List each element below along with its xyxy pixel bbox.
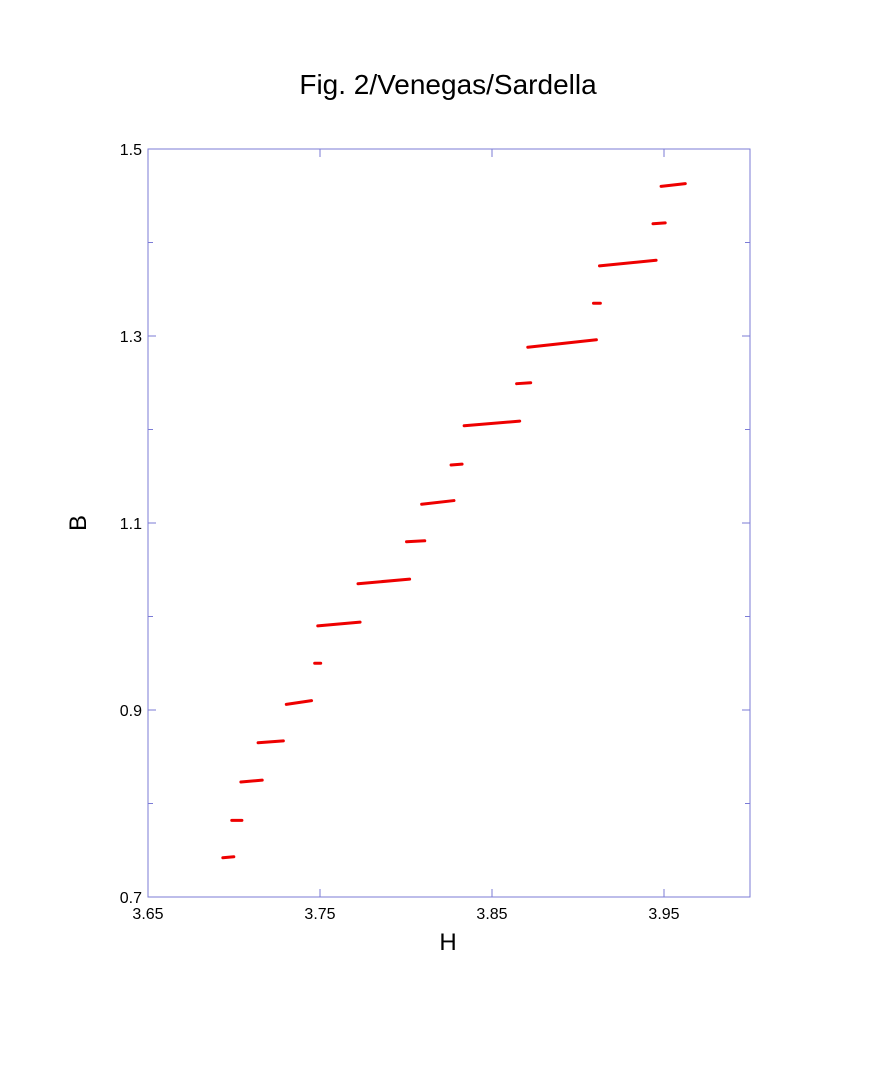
data-segment: [405, 539, 427, 544]
data-segment: [462, 419, 522, 428]
chart-title: Fig. 2/Venegas/Sardella: [299, 69, 597, 100]
y-tick-label: 1.5: [120, 142, 142, 159]
y-tick-label: 0.9: [120, 703, 142, 720]
data-segment: [598, 258, 658, 268]
x-tick-label: 3.65: [132, 906, 163, 923]
x-tick-label: 3.75: [304, 906, 335, 923]
y-tick-label: 1.3: [120, 329, 142, 346]
data-segment: [316, 620, 362, 628]
y-tick-label: 0.7: [120, 890, 142, 907]
x-tick-label: 3.85: [476, 906, 507, 923]
data-segment: [526, 338, 598, 349]
data-segment: [221, 855, 236, 860]
data-segment: [256, 739, 285, 745]
y-axis-label: B: [65, 515, 92, 531]
y-tick-label: 1.1: [120, 516, 142, 533]
data-segment: [356, 577, 412, 586]
data-segment: [651, 221, 667, 226]
data-segment: [659, 182, 687, 188]
data-segment: [420, 499, 456, 506]
x-tick-label: 3.95: [648, 906, 679, 923]
data-segment: [239, 778, 264, 784]
plot-frame: [147, 148, 751, 898]
x-axis-label: H: [439, 929, 456, 956]
data-segment: [515, 381, 533, 386]
data-segment: [284, 699, 314, 706]
data-segment: [449, 462, 464, 467]
